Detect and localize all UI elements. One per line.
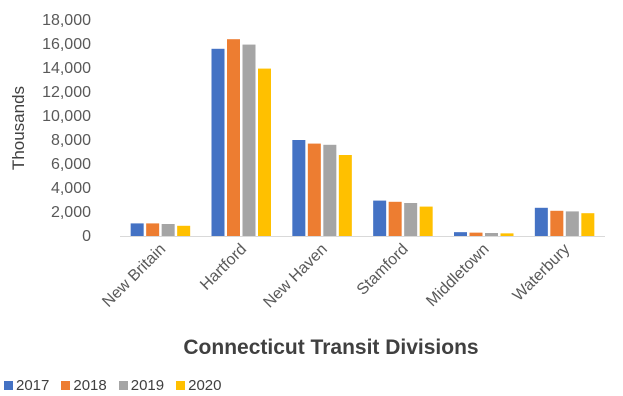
bar-2020-waterbury [581,213,595,236]
x-axis-ticks: New Britain Hartford New Haven Stamford Midd… [99,241,573,312]
legend-label: 2020 [188,376,222,394]
bar-2017-hartford [211,48,225,236]
bar-2018-middletown [469,232,483,236]
bar-2019-hartford [242,44,256,236]
legend-item-2019: 2019 [118,376,165,394]
bars [130,39,595,237]
bar-2018-stamford [388,201,402,236]
x-tick-label: New Britain [99,241,169,311]
bar-2019-middletown [485,233,498,236]
bar-2017-waterbury [534,207,548,236]
y-tick-label: 18,000 [42,12,91,29]
x-tick-label: Middletown [423,241,492,310]
legend: 2017 2018 2019 2020 [4,376,234,394]
legend-swatch [118,380,128,390]
legend-swatch [61,380,71,390]
x-axis-title: Connecticut Transit Divisions [183,336,478,359]
legend-label: 2018 [73,376,107,394]
legend-label: 2017 [16,376,50,394]
bar-2018-waterbury [550,210,564,236]
bar-2020-new-haven [338,155,352,236]
y-tick-label: 16,000 [42,36,91,53]
legend-label: 2019 [130,376,165,394]
legend-item-2018: 2018 [61,376,107,394]
bar-2019-stamford [404,203,418,236]
bar-2018-new-britain [146,223,160,236]
x-tick-label: New Haven [260,241,331,312]
y-tick-label: 10,000 [42,108,91,125]
y-axis-ticks: 0 2,000 4,000 6,000 8,000 10,000 12,000 14,000 1… [42,12,91,245]
y-tick-label: 4,000 [51,180,91,197]
legend-item-2017: 2017 [4,377,49,394]
y-tick-label: 12,000 [42,84,91,101]
y-tick-label: 0 [82,228,91,245]
bar-2018-new-haven [307,143,321,236]
bar-2020-stamford [419,206,433,236]
bar-2019-new-haven [323,144,337,236]
bar-2017-stamford [373,200,387,236]
legend-swatch [4,380,13,390]
x-tick-label: Stamford [354,241,412,299]
bar-2017-new-britain [130,223,144,236]
legend-swatch [176,380,186,390]
bar-2020-hartford [258,68,271,236]
x-tick-label: Waterbury [510,241,574,305]
bar-2018-hartford [227,39,240,237]
x-tick-label: Hartford [197,241,250,294]
y-tick-label: 6,000 [51,156,91,173]
y-tick-label: 2,000 [51,204,91,221]
y-tick-label: 8,000 [51,132,91,149]
bar-2017-new-haven [292,140,306,236]
bar-2020-new-britain [177,225,191,236]
bar-2017-middletown [454,232,467,236]
y-axis-title: Thousands [9,86,28,170]
y-tick-label: 14,000 [42,60,91,77]
bar-2019-new-britain [161,224,175,236]
bar-2019-waterbury [565,211,579,236]
bar-2020-middletown [500,233,514,236]
legend-item-2020: 2020 [176,376,222,394]
